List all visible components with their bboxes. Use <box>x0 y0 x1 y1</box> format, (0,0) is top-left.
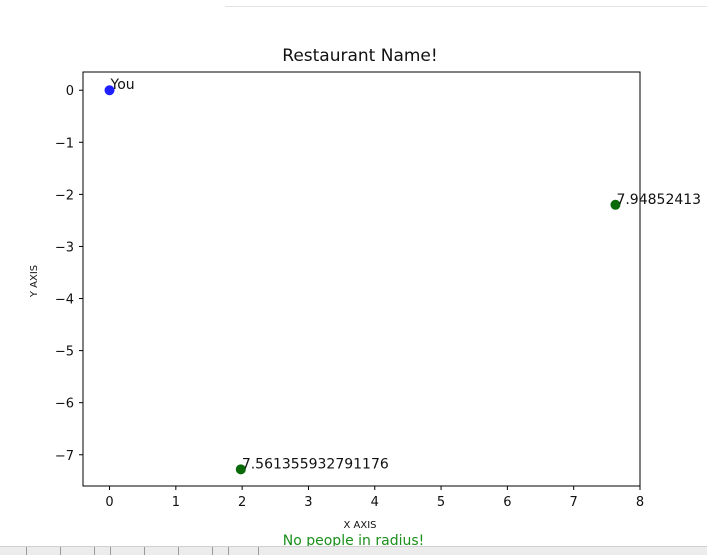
x-axis-label: X AXIS <box>343 520 376 531</box>
x-tick-label: 5 <box>437 495 445 510</box>
data-points: You 7.94852413 7.561355932791176 <box>104 77 701 475</box>
x-tick-label: 7 <box>570 495 578 510</box>
window-divider <box>225 6 707 7</box>
scatter-point <box>610 199 621 210</box>
y-tick-label: −4 <box>55 293 74 308</box>
point-label: 7.94852413 <box>616 192 701 208</box>
status-message: No people in radius! <box>282 533 425 549</box>
toolbar-strip <box>0 546 707 555</box>
y-tick-label: 0 <box>66 84 74 99</box>
y-tick-label: −2 <box>55 188 74 203</box>
x-tick-label: 0 <box>105 495 113 510</box>
x-tick-label: 8 <box>636 495 644 510</box>
x-tick-label: 6 <box>503 495 511 510</box>
y-tick-label: −1 <box>55 136 74 151</box>
scatter-point <box>104 85 115 96</box>
x-axis-ticks: 0 1 2 3 4 5 6 7 8 <box>105 486 644 510</box>
x-tick-label: 4 <box>371 495 379 510</box>
plot-frame <box>82 71 641 487</box>
y-tick-label: −5 <box>55 345 74 360</box>
y-tick-label: −3 <box>55 240 74 255</box>
point-label: 7.561355932791176 <box>242 456 389 472</box>
point-label: You <box>110 77 135 93</box>
y-tick-label: −6 <box>55 397 74 412</box>
chart-title: Restaurant Name! <box>282 46 437 66</box>
y-tick-label: −7 <box>55 449 74 464</box>
scatter-point <box>235 464 246 475</box>
x-tick-label: 1 <box>172 495 180 510</box>
y-axis-label: Y AXIS <box>29 265 40 298</box>
x-tick-label: 2 <box>238 495 246 510</box>
x-tick-label: 3 <box>304 495 312 510</box>
y-axis-ticks: 0 −1 −2 −3 −4 −5 −6 −7 <box>55 84 83 464</box>
